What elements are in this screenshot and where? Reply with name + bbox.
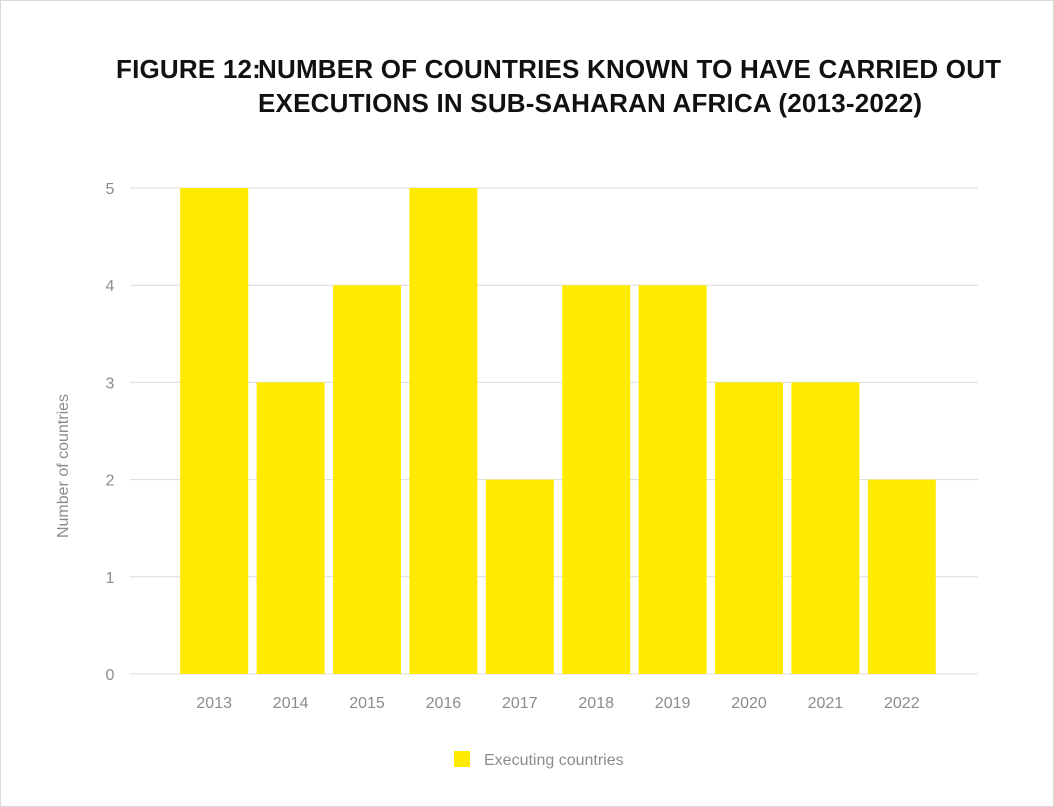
title-line-1: NUMBER OF COUNTRIES KNOWN TO HAVE CARRIE… <box>258 54 1002 84</box>
x-tick-label: 2021 <box>808 695 844 712</box>
y-tick-label: 0 <box>106 667 115 684</box>
x-axis-ticks: 2013 2014 2015 2016 2017 2018 2019 2020 2021 2022 <box>196 695 919 712</box>
bar-2017 <box>485 479 554 674</box>
y-tick-label: 2 <box>106 473 115 490</box>
legend: Executing countries <box>454 751 624 769</box>
x-tick-label: 2019 <box>655 695 691 712</box>
bars <box>180 188 936 674</box>
bar-2022 <box>867 479 936 674</box>
x-tick-label: 2015 <box>349 695 385 712</box>
bar-2019 <box>638 285 707 674</box>
x-tick-label: 2020 <box>731 695 767 712</box>
bar-2014 <box>256 382 325 674</box>
title-line-2: EXECUTIONS IN SUB-SAHARAN AFRICA (2013-2… <box>258 88 923 118</box>
x-tick-label: 2017 <box>502 695 538 712</box>
y-tick-label: 4 <box>106 278 115 295</box>
x-tick-label: 2022 <box>884 695 920 712</box>
x-tick-label: 2018 <box>578 695 614 712</box>
y-axis-ticks: 0 1 2 3 4 5 <box>106 181 115 684</box>
bar-2013 <box>180 188 249 674</box>
bar-2020 <box>715 382 783 674</box>
bar-2018 <box>562 285 631 674</box>
bar-2021 <box>791 382 860 674</box>
bar-2015 <box>333 285 401 674</box>
y-tick-label: 3 <box>106 375 115 392</box>
x-tick-label: 2013 <box>196 695 232 712</box>
y-tick-label: 1 <box>106 570 115 587</box>
legend-swatch <box>454 751 470 767</box>
y-tick-label: 5 <box>106 181 115 198</box>
y-axis-label: Number of countries <box>55 394 72 538</box>
legend-label: Executing countries <box>484 752 624 769</box>
x-tick-label: 2014 <box>273 695 309 712</box>
x-tick-label: 2016 <box>426 695 462 712</box>
figure-number: FIGURE 12: <box>116 54 262 84</box>
bar-2016 <box>409 188 478 674</box>
